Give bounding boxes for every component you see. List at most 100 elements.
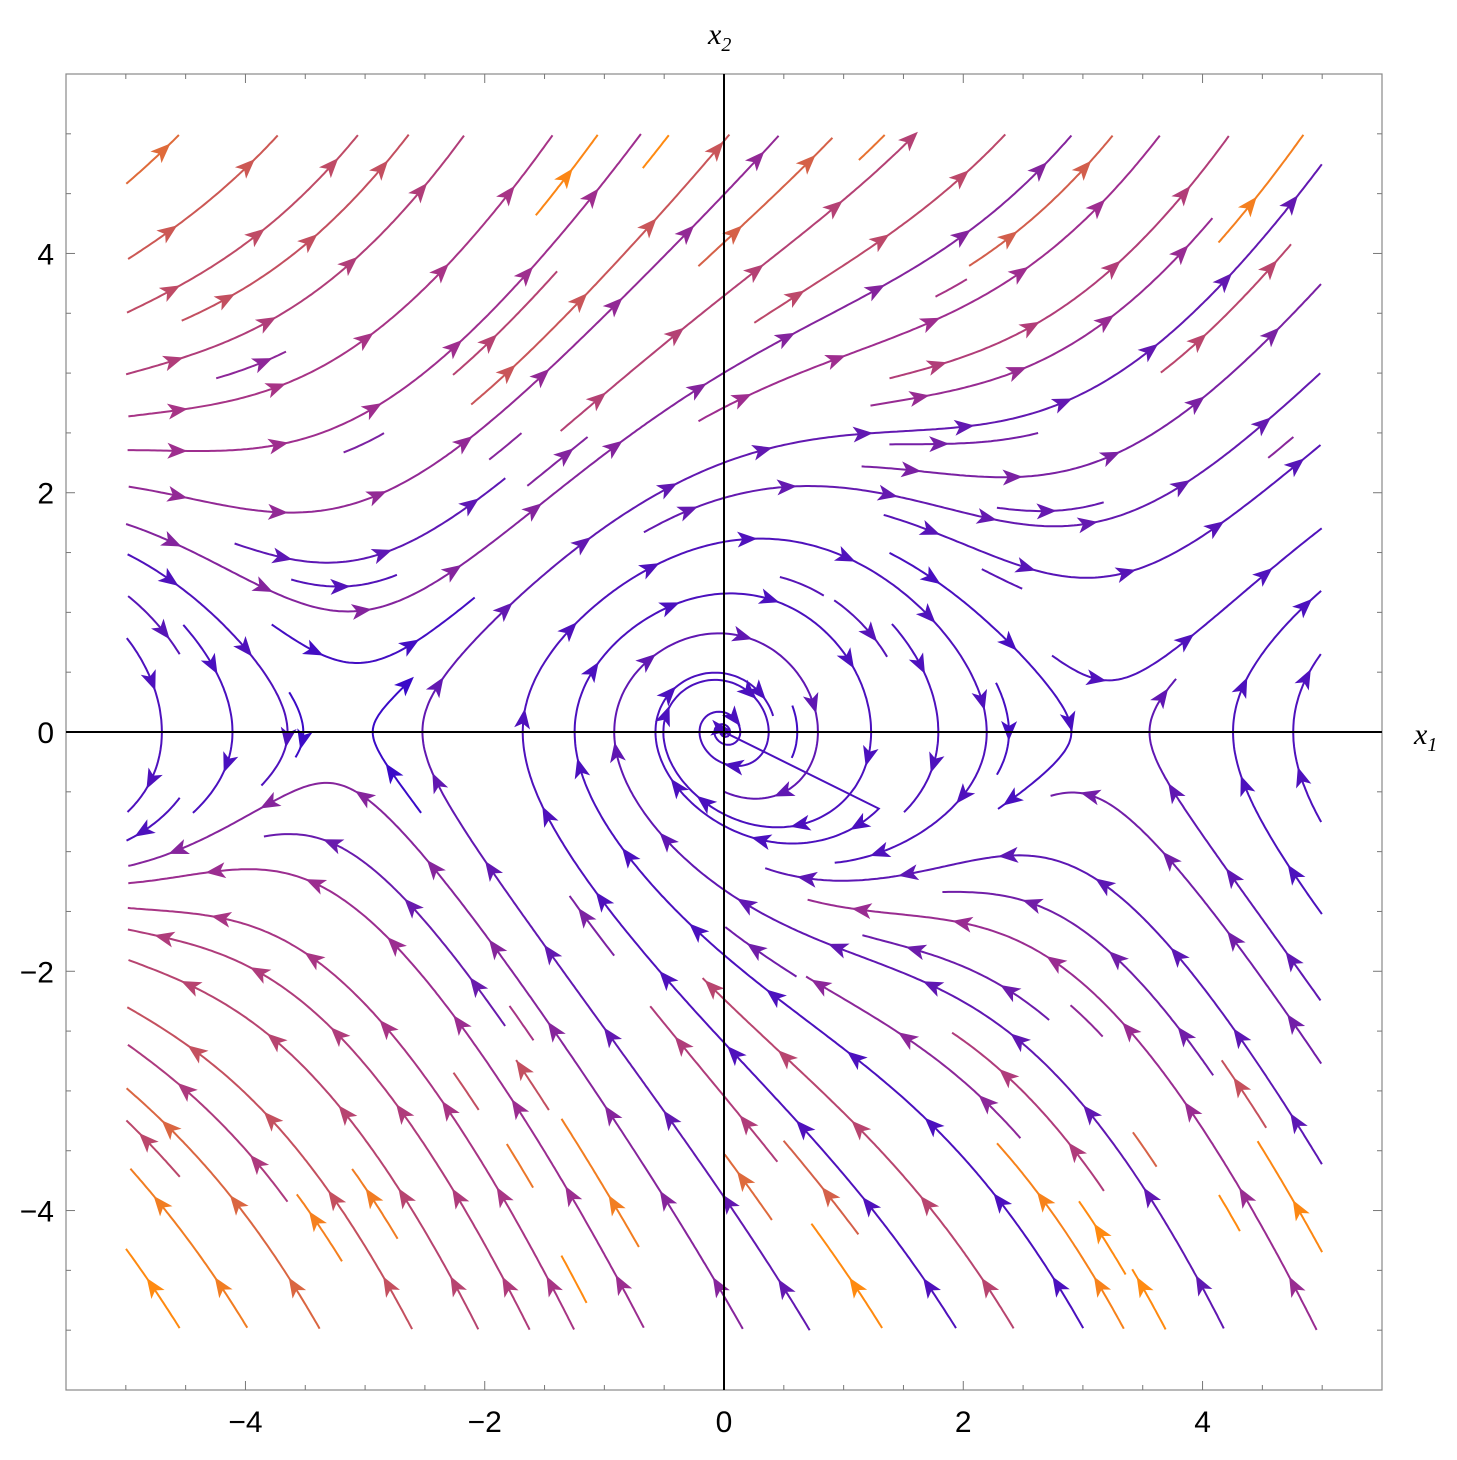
- arrowhead: [574, 758, 591, 780]
- streamline: [996, 1142, 1125, 1330]
- streamline: [508, 1005, 535, 1041]
- x-tick-label: 2: [955, 1406, 972, 1439]
- x-tick-label: −2: [468, 1406, 502, 1439]
- streamline: [128, 959, 480, 1330]
- arrowhead: [146, 767, 163, 790]
- streamline: [862, 934, 1050, 1021]
- arrowhead: [267, 503, 289, 520]
- arrowhead: [1000, 984, 1022, 1003]
- arrowhead: [1143, 1187, 1162, 1209]
- y-tick-label: 2: [37, 478, 54, 511]
- arrowhead: [451, 436, 473, 455]
- arrowhead: [1068, 1142, 1087, 1164]
- arrowhead: [924, 1117, 945, 1138]
- arrowhead: [151, 618, 170, 640]
- arrowhead: [338, 1105, 358, 1126]
- arrowhead: [1258, 260, 1278, 281]
- arrowhead: [205, 862, 227, 879]
- arrowhead: [408, 183, 428, 204]
- streamline: [127, 134, 279, 260]
- arrowhead: [915, 603, 936, 624]
- arrowhead: [1100, 260, 1121, 281]
- arrowhead: [249, 967, 272, 984]
- arrowhead: [796, 1120, 816, 1141]
- arrowhead: [352, 332, 374, 352]
- arrowhead: [1094, 1223, 1112, 1245]
- streamline: [505, 1143, 534, 1189]
- streamline: [981, 568, 1023, 590]
- arrowhead: [723, 759, 745, 776]
- arrowhead: [1108, 951, 1129, 971]
- arrowhead: [1177, 1026, 1197, 1048]
- arrowhead: [722, 225, 743, 246]
- arrowhead: [1294, 669, 1311, 691]
- arrowhead: [1203, 521, 1225, 540]
- streamline: [1078, 1200, 1127, 1275]
- arrowhead: [674, 225, 695, 246]
- streamline: [452, 270, 558, 376]
- arrowhead: [254, 317, 277, 334]
- y-tick-label: 4: [37, 238, 54, 271]
- arrowhead: [350, 604, 372, 620]
- streamline: [526, 436, 589, 487]
- streamline: [1231, 590, 1323, 915]
- arrowhead: [210, 911, 233, 928]
- arrowhead: [1080, 789, 1102, 806]
- streamline: [573, 592, 1085, 1329]
- arrowhead: [251, 576, 273, 593]
- arrowhead: [546, 1276, 563, 1298]
- arrowhead: [635, 654, 656, 673]
- arrowhead: [1225, 868, 1245, 890]
- arrowhead: [453, 1015, 472, 1037]
- arrowhead: [297, 728, 313, 750]
- streamline: [127, 906, 575, 1330]
- arrowhead: [919, 566, 941, 585]
- arrowhead: [851, 903, 873, 920]
- arrowhead: [601, 440, 623, 460]
- arrowhead: [603, 1027, 623, 1049]
- arrowhead: [908, 391, 930, 407]
- streamline: [724, 926, 798, 978]
- arrowhead: [177, 1082, 198, 1103]
- arrowhead: [978, 1094, 999, 1115]
- arrowhead: [824, 354, 846, 370]
- arrowhead: [783, 290, 805, 308]
- arrowhead: [736, 898, 759, 916]
- streamline: [125, 134, 1073, 613]
- arrowhead: [1052, 1276, 1070, 1298]
- arrowhead: [154, 931, 176, 948]
- arrowhead: [704, 980, 725, 1000]
- arrowhead: [383, 1276, 400, 1298]
- arrowhead: [999, 1068, 1020, 1089]
- arrowhead: [160, 530, 182, 547]
- arrowhead: [602, 297, 623, 318]
- streamline: [470, 133, 731, 406]
- arrowhead: [166, 486, 188, 502]
- arrowhead: [1279, 195, 1299, 216]
- arrowhead: [1037, 1191, 1056, 1213]
- arrowhead: [868, 234, 890, 253]
- streamline: [128, 134, 554, 418]
- arrowhead: [387, 937, 407, 957]
- arrowhead: [1002, 787, 1024, 806]
- arrowhead: [213, 293, 235, 311]
- streamline: [568, 895, 615, 957]
- arrowhead: [322, 839, 345, 855]
- arrowhead: [1136, 1276, 1154, 1299]
- streamline: [889, 432, 1039, 446]
- arrowhead: [654, 705, 670, 728]
- arrowhead: [544, 944, 563, 966]
- arrowhead: [956, 783, 976, 804]
- streamline: [234, 477, 506, 564]
- arrowhead: [308, 1211, 327, 1233]
- arrowhead: [996, 231, 1018, 250]
- streamline: [128, 135, 780, 514]
- arrowhead: [637, 218, 657, 239]
- arrowhead: [622, 847, 641, 869]
- arrowhead: [1093, 314, 1115, 334]
- arrowhead: [264, 383, 286, 399]
- arrowhead: [663, 327, 685, 347]
- arrowhead: [920, 1195, 940, 1217]
- arrowhead: [595, 891, 615, 913]
- arrowhead: [1296, 767, 1312, 789]
